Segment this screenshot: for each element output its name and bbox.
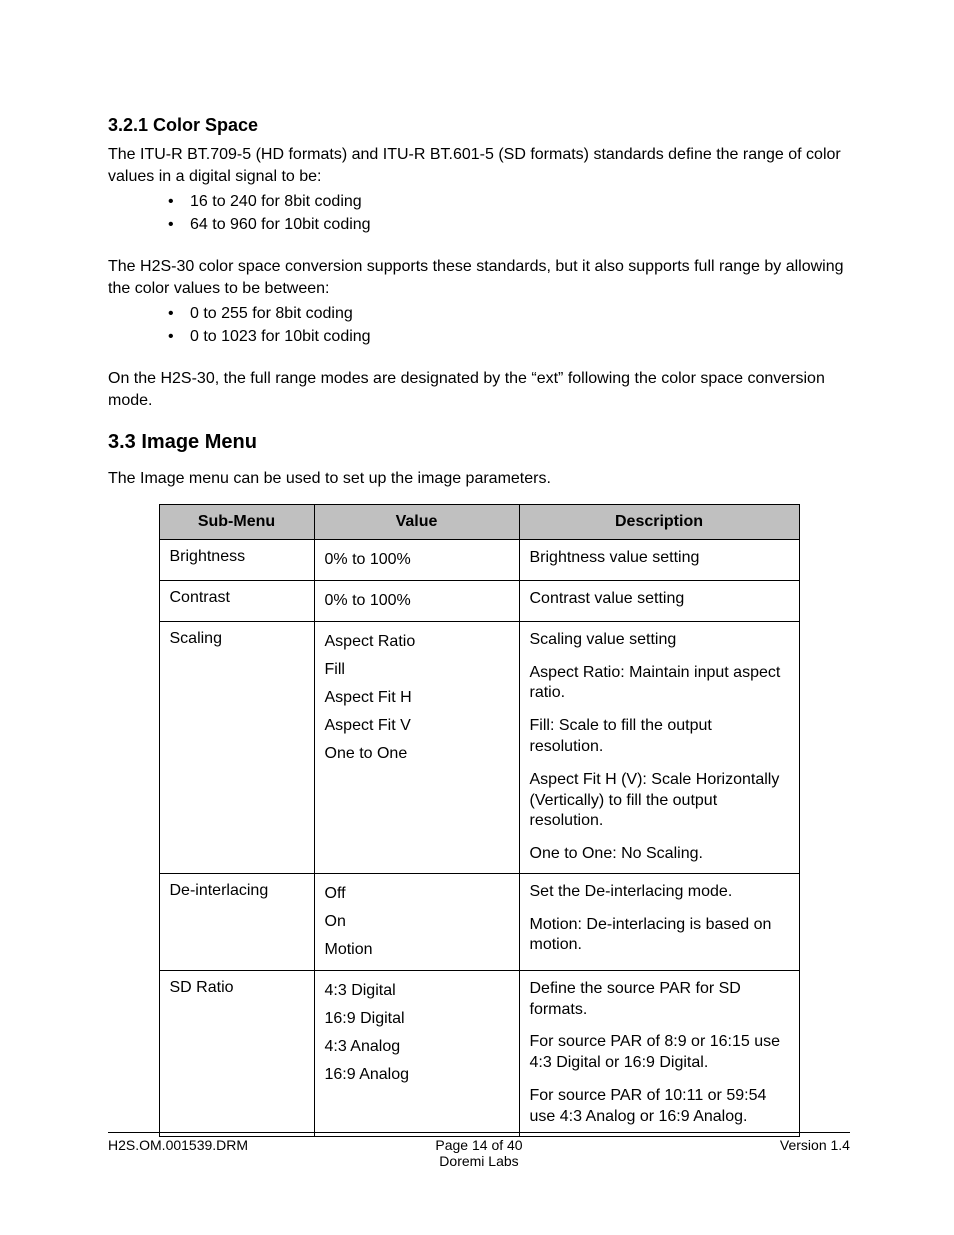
footer-page-number: Page 14 of 40 (435, 1137, 522, 1153)
footer-doc-id: H2S.OM.001539.DRM (108, 1137, 355, 1169)
list-item: 0 to 1023 for 10bit coding (168, 326, 850, 348)
desc-para: Aspect Fit H (V): Scale Horizontally (Ve… (530, 770, 789, 832)
desc-para: For source PAR of 8:9 or 16:15 use 4:3 D… (530, 1032, 789, 1074)
table-row: SD Ratio 4:3 Digital 16:9 Digital 4:3 An… (159, 970, 799, 1136)
image-menu-table: Sub-Menu Value Description Brightness 0%… (159, 504, 800, 1137)
cell-value: 4:3 Digital 16:9 Digital 4:3 Analog 16:9… (314, 970, 519, 1136)
value-line: Aspect Ratio (325, 630, 509, 654)
cell-value: 0% to 100% (314, 580, 519, 621)
value-line: Fill (325, 658, 509, 682)
cell-value: Off On Motion (314, 873, 519, 970)
value-line: On (325, 910, 509, 934)
table-row: Brightness 0% to 100% Brightness value s… (159, 539, 799, 580)
heading-3-2-1: 3.2.1 Color Space (108, 115, 850, 136)
value-line: Aspect Fit V (325, 714, 509, 738)
cell-description: Set the De-interlacing mode. Motion: De-… (519, 873, 799, 970)
para-ext-note: On the H2S-30, the full range modes are … (108, 368, 850, 411)
footer-version: Version 1.4 (603, 1137, 850, 1169)
document-page: 3.2.1 Color Space The ITU-R BT.709-5 (HD… (0, 0, 954, 1235)
col-header-description: Description (519, 504, 799, 539)
table-row: Contrast 0% to 100% Contrast value setti… (159, 580, 799, 621)
value-line: 16:9 Analog (325, 1063, 509, 1087)
heading-3-3: 3.3 Image Menu (108, 431, 850, 454)
cell-value: Aspect Ratio Fill Aspect Fit H Aspect Fi… (314, 621, 519, 873)
desc-para: Brightness value setting (530, 548, 789, 569)
desc-para: Aspect Ratio: Maintain input aspect rati… (530, 663, 789, 705)
value-line: Off (325, 882, 509, 906)
cell-submenu: Brightness (159, 539, 314, 580)
cell-description: Scaling value setting Aspect Ratio: Main… (519, 621, 799, 873)
footer-center: Page 14 of 40 Doremi Labs (355, 1137, 602, 1169)
desc-para: Fill: Scale to fill the output resolutio… (530, 716, 789, 758)
value-line: 0% to 100% (325, 589, 509, 613)
value-line: 16:9 Digital (325, 1007, 509, 1031)
desc-para: Scaling value setting (530, 630, 789, 651)
value-line: 4:3 Digital (325, 979, 509, 1003)
cell-submenu: SD Ratio (159, 970, 314, 1136)
table-row: Scaling Aspect Ratio Fill Aspect Fit H A… (159, 621, 799, 873)
cell-submenu: Contrast (159, 580, 314, 621)
list-item: 0 to 255 for 8bit coding (168, 303, 850, 325)
desc-para: One to One: No Scaling. (530, 844, 789, 865)
value-line: 0% to 100% (325, 548, 509, 572)
value-line: 4:3 Analog (325, 1035, 509, 1059)
value-line: One to One (325, 742, 509, 766)
cell-description: Define the source PAR for SD formats. Fo… (519, 970, 799, 1136)
page-footer: H2S.OM.001539.DRM Page 14 of 40 Doremi L… (108, 1132, 850, 1169)
table-header-row: Sub-Menu Value Description (159, 504, 799, 539)
para-full-range-intro: The H2S-30 color space conversion suppor… (108, 256, 850, 299)
list-item: 64 to 960 for 10bit coding (168, 214, 850, 236)
desc-para: Motion: De-interlacing is based on motio… (530, 915, 789, 957)
cell-description: Contrast value setting (519, 580, 799, 621)
col-header-value: Value (314, 504, 519, 539)
list-item: 16 to 240 for 8bit coding (168, 191, 850, 213)
desc-para: Contrast value setting (530, 589, 789, 610)
para-color-space-intro: The ITU-R BT.709-5 (HD formats) and ITU-… (108, 144, 850, 187)
cell-submenu: De-interlacing (159, 873, 314, 970)
cell-value: 0% to 100% (314, 539, 519, 580)
para-image-menu-intro: The Image menu can be used to set up the… (108, 468, 850, 490)
value-line: Aspect Fit H (325, 686, 509, 710)
footer-company: Doremi Labs (439, 1153, 518, 1169)
table-row: De-interlacing Off On Motion Set the De-… (159, 873, 799, 970)
bullet-list-standard-range: 16 to 240 for 8bit coding 64 to 960 for … (108, 191, 850, 236)
footer-rule (108, 1132, 850, 1133)
value-line: Motion (325, 938, 509, 962)
col-header-submenu: Sub-Menu (159, 504, 314, 539)
desc-para: Define the source PAR for SD formats. (530, 979, 789, 1021)
bullet-list-full-range: 0 to 255 for 8bit coding 0 to 1023 for 1… (108, 303, 850, 348)
desc-para: For source PAR of 10:11 or 59:54 use 4:3… (530, 1086, 789, 1128)
cell-description: Brightness value setting (519, 539, 799, 580)
desc-para: Set the De-interlacing mode. (530, 882, 789, 903)
cell-submenu: Scaling (159, 621, 314, 873)
